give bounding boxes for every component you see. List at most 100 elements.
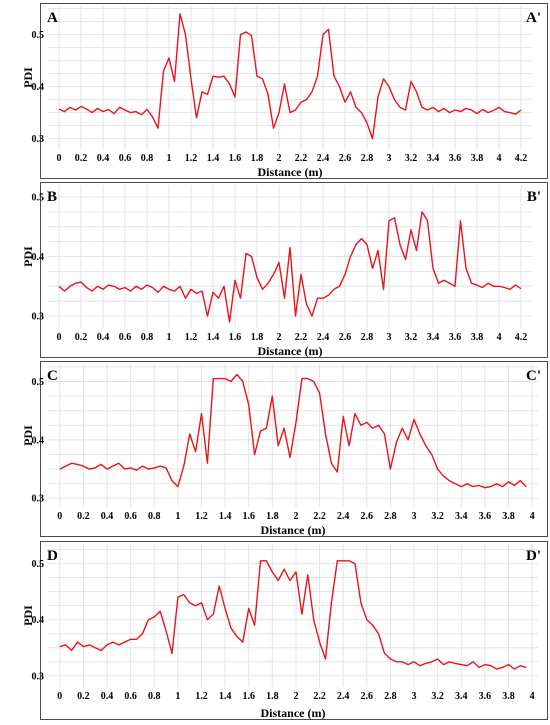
x-tick-label: 0 [57,332,62,343]
corner-label-right: D' [526,548,541,564]
x-tick-label: 2.4 [337,511,350,522]
y-tick-label: 0.3 [32,671,45,682]
x-tick-label: 3.2 [431,691,444,702]
x-tick-label: 0.8 [148,511,161,522]
panel-frame [40,361,548,537]
x-tick-label: 3 [387,153,392,164]
x-tick-label: 3.6 [479,511,492,522]
x-axis-label: Distance (m) [261,523,326,537]
x-tick-label: 2 [293,691,298,702]
x-tick-label: 2 [277,332,282,343]
x-tick-label: 2.2 [313,511,326,522]
chart-panel-b: 0 0.2 0.4 0.6 0.8 1 1.2 1.4 1.6 1.8 2 2.2 2.4 2.6 2.8 3… [21,182,548,358]
x-axis-label: Distance (m) [258,165,323,179]
x-tick-label: 3 [412,511,417,522]
x-tick-label: 2.6 [361,691,374,702]
x-tick-label: 3 [387,332,392,343]
x-tick-label: 3.8 [471,332,484,343]
pdi-series-line [59,560,527,670]
x-tick-label: 3.6 [449,153,462,164]
x-tick-label: 3.4 [455,511,468,522]
x-tick-label: 4.2 [515,332,528,343]
x-tick-label: 2 [277,153,282,164]
x-tick-label: 3.8 [502,511,515,522]
y-axis-label: PDI [21,67,35,88]
x-tick-label: 2.6 [339,153,352,164]
x-tick-label: 1.6 [242,511,255,522]
x-tick-label: 0 [57,511,62,522]
x-tick-label: 3.6 [479,691,492,702]
x-tick-label: 1.8 [266,691,279,702]
x-tick-label: 0.6 [119,332,132,343]
x-tick-label: 1.2 [185,332,198,343]
x-tick-label: 0.6 [124,511,137,522]
x-tick-label: 1.2 [185,153,198,164]
x-tick-label: 1.8 [251,332,264,343]
corner-label-left: C [47,368,58,384]
x-tick-label: 1.2 [195,511,208,522]
pdi-series-line [59,373,527,489]
x-tick-label: 2.6 [339,332,352,343]
y-tick-label: 0.3 [32,494,45,505]
x-tick-label: 1 [175,691,180,702]
x-tick-label: 3.8 [502,691,515,702]
x-tick-label: 2.4 [337,691,350,702]
corner-label-right: B' [527,189,541,205]
y-tick-label: 0.5 [32,30,45,41]
corner-label-right: A' [526,10,541,26]
y-tick-label: 0.4 [32,435,45,446]
x-tick-label: 3.4 [455,691,468,702]
pdi-series-line [58,211,522,323]
panel-frame [40,541,548,720]
x-tick-label: 0.4 [97,153,110,164]
x-tick-label: 1.4 [219,691,232,702]
x-tick-label: 0.2 [75,332,88,343]
x-tick-label: 4 [497,153,502,164]
corner-label-left: A [47,10,58,26]
x-tick-label: 0.8 [141,153,154,164]
x-tick-label: 1 [167,153,172,164]
chart-panel-c: 0 0.2 0.4 0.6 0.8 1 1.2 1.4 1.6 1.8 2 2.2 2.4 2.6 2.8 3… [21,361,548,537]
x-tick-label: 1 [175,511,180,522]
chart-panel-a: 0 0.2 0.4 0.6 0.8 1 1.2 1.4 1.6 1.8 2 2.2 2.4 2.6 2.8 3… [21,3,548,179]
x-axis-label: Distance (m) [258,344,323,358]
x-tick-label: 4 [530,511,535,522]
x-tick-label: 1 [167,332,172,343]
corner-label-left: B [47,189,57,205]
x-tick-label: 0 [57,153,62,164]
corner-label-right: C' [526,368,541,384]
x-tick-label: 0.6 [124,691,137,702]
x-tick-label: 2 [293,511,298,522]
x-tick-label: 2.2 [313,691,326,702]
y-axis-label: PDI [21,246,35,267]
x-tick-label: 3 [412,691,417,702]
x-tick-label: 0.6 [119,153,132,164]
x-tick-label: 1.8 [251,153,264,164]
x-tick-label: 1.2 [195,691,208,702]
x-tick-label: 2.8 [361,332,374,343]
x-tick-label: 2.4 [317,153,330,164]
y-tick-label: 0.3 [32,134,45,145]
x-tick-label: 3.2 [431,511,444,522]
x-tick-label: 4 [530,691,535,702]
x-tick-label: 1.8 [266,511,279,522]
x-axis-label: Distance (m) [261,706,326,720]
x-tick-label: 2.2 [295,153,308,164]
x-tick-label: 2.8 [384,691,397,702]
x-tick-label: 2.8 [384,511,397,522]
y-tick-label: 0.5 [32,377,45,388]
x-tick-label: 3.2 [405,153,418,164]
x-tick-label: 2.2 [295,332,308,343]
x-tick-label: 0.2 [77,511,90,522]
y-axis-label: PDI [21,605,35,626]
x-tick-label: 4.2 [515,153,528,164]
corner-label-left: D [47,548,58,564]
x-tick-label: 2.6 [361,511,374,522]
x-tick-label: 1.4 [207,153,220,164]
x-tick-label: 0.4 [101,511,114,522]
x-tick-label: 1.4 [207,332,220,343]
x-tick-label: 1.6 [242,691,255,702]
x-tick-label: 0.4 [101,691,114,702]
x-tick-label: 3.4 [427,332,440,343]
